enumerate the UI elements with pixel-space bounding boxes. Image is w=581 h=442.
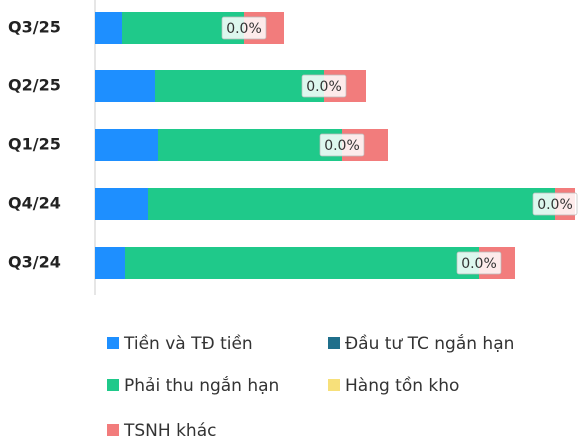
legend-swatch — [328, 337, 340, 349]
bar-segment — [95, 247, 125, 279]
y-tick-label: Q3/25 — [8, 18, 61, 37]
y-tick-label: Q1/25 — [8, 135, 61, 154]
bar-segment — [95, 188, 148, 220]
bar-segment — [95, 12, 122, 44]
bar-segment — [148, 188, 555, 220]
data-label: 0.0% — [306, 79, 342, 95]
legend-label: Hàng tồn kho — [345, 375, 459, 396]
bar-segment — [125, 247, 479, 279]
data-label: 0.0% — [324, 138, 360, 154]
data-label: 0.0% — [461, 256, 497, 272]
data-label-box — [221, 16, 267, 40]
legend-label: Đầu tư TC ngắn hạn — [345, 333, 514, 354]
data-label-box — [319, 133, 365, 157]
y-tick-label: Q2/25 — [8, 76, 61, 95]
legend-label: Phải thu ngắn hạn — [124, 375, 279, 396]
bar-segment — [95, 70, 155, 102]
legend-label: TSNH khác — [123, 421, 216, 441]
data-label-box — [456, 251, 502, 275]
data-label: 0.0% — [537, 197, 573, 213]
legend-swatch — [107, 424, 119, 436]
legend-swatch — [107, 337, 119, 349]
data-label-box — [301, 74, 347, 98]
bar-segment — [155, 70, 324, 102]
legend-swatch — [107, 379, 119, 391]
y-tick-label: Q4/24 — [8, 194, 61, 213]
bar-segment — [158, 129, 342, 161]
data-label: 0.0% — [226, 21, 262, 37]
legend-label: Tiền và TĐ tiền — [123, 333, 253, 354]
legend-swatch — [328, 379, 340, 391]
bar-segment — [95, 129, 158, 161]
y-tick-label: Q3/24 — [8, 253, 61, 272]
data-label-box — [532, 192, 578, 216]
